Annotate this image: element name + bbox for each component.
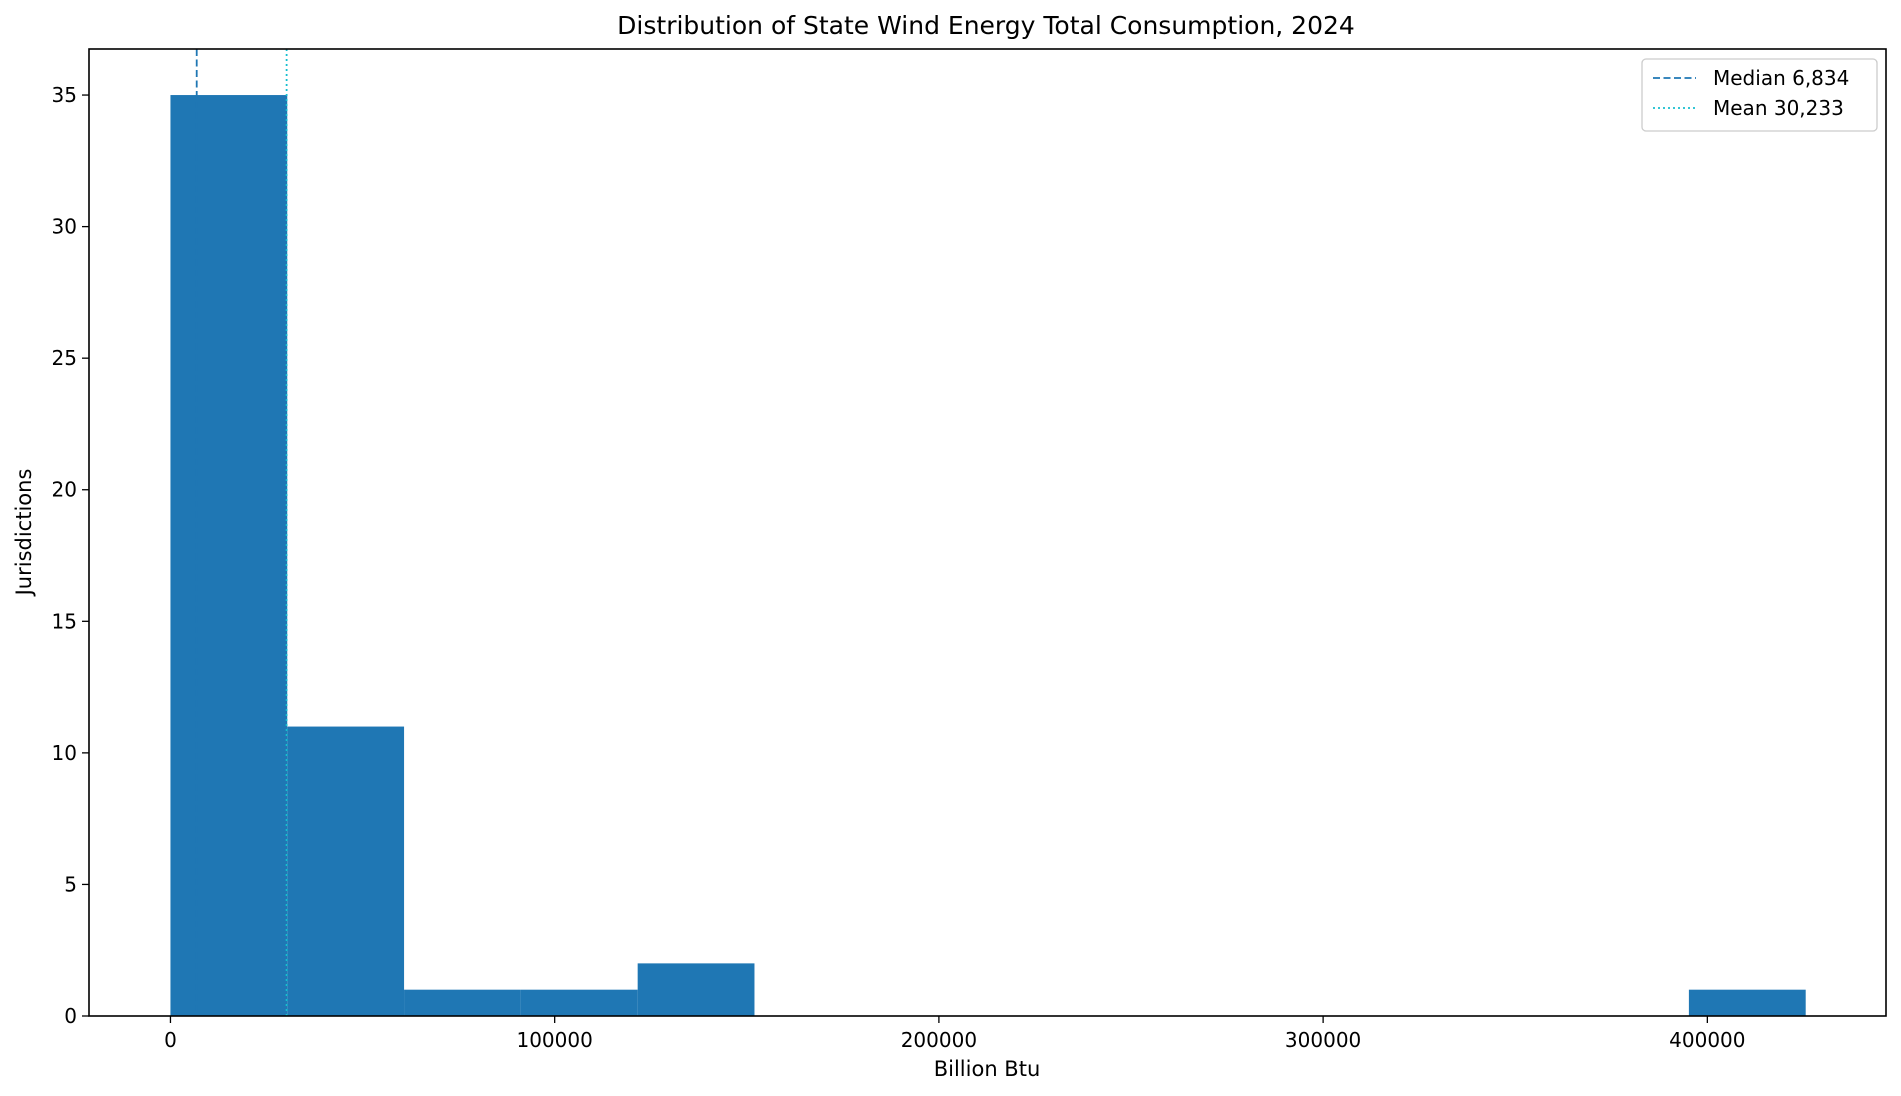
x-axis-label: Billion Btu <box>934 1057 1041 1081</box>
y-tick-label: 35 <box>52 83 77 107</box>
y-tick-label: 0 <box>64 1004 77 1028</box>
x-tick-label: 300000 <box>1285 1028 1361 1052</box>
x-tick-label: 400000 <box>1669 1028 1745 1052</box>
y-tick-label: 25 <box>52 346 77 370</box>
y-axis-label: Jurisdictions <box>12 469 36 598</box>
plot-frame <box>88 48 1887 1017</box>
y-tick-label: 30 <box>52 215 77 239</box>
legend-mean-label: Mean 30,233 <box>1713 96 1844 120</box>
x-tick-label: 200000 <box>901 1028 977 1052</box>
histogram-bar-2 <box>404 989 521 1016</box>
reference-lines <box>195 49 288 1016</box>
x-axis-ticks: 0 100000 200000 300000 400000 <box>164 1016 1746 1052</box>
legend-box <box>1641 58 1878 132</box>
y-tick-label: 5 <box>64 872 77 896</box>
histogram-bar-4 <box>637 963 755 1016</box>
x-tick-label: 100000 <box>516 1028 592 1052</box>
histogram-bar-0 <box>170 95 288 1017</box>
x-tick-label: 0 <box>164 1028 177 1052</box>
y-tick-label: 15 <box>52 609 77 633</box>
y-tick-label: 10 <box>52 741 77 765</box>
histogram-bar-3 <box>520 989 638 1016</box>
histogram-bar-1 <box>287 726 405 1016</box>
legend: Median 6,834 Mean 30,233 <box>1641 58 1878 132</box>
y-tick-label: 20 <box>52 478 77 502</box>
chart-title: Distribution of State Wind Energy Total … <box>617 11 1355 40</box>
bars-group <box>170 95 1806 1017</box>
histogram-bar-13 <box>1688 989 1806 1016</box>
legend-median-label: Median 6,834 <box>1713 66 1849 90</box>
y-axis-ticks: 0 5 10 15 20 25 30 35 <box>52 83 89 1028</box>
